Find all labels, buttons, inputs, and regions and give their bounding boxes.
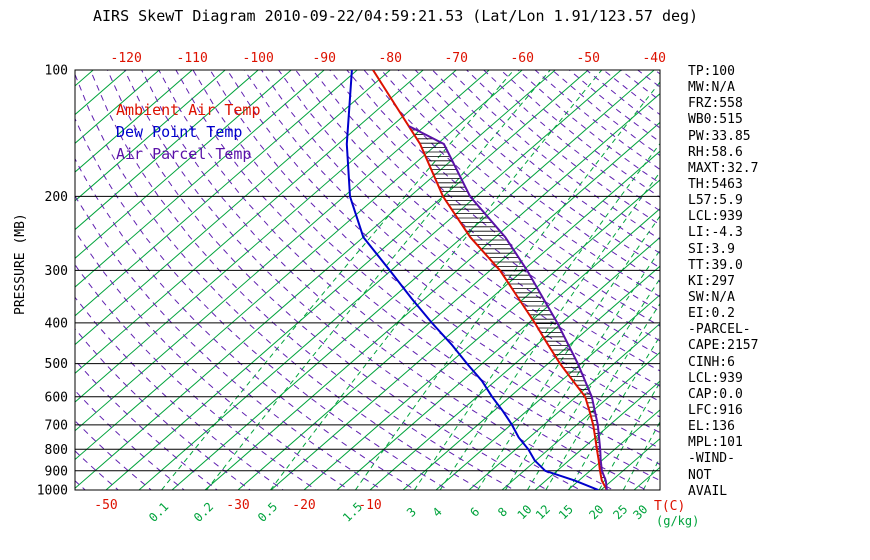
stat-line-wb0-515: WB0:515	[688, 112, 743, 128]
svg-text:700: 700	[45, 418, 68, 433]
dew-point-temp-curve	[345, 70, 599, 490]
svg-text:-70: -70	[444, 51, 467, 66]
air-parcel-temp-curve	[408, 125, 608, 490]
legend-item-dew-point-temp: Dew Point Temp	[116, 123, 243, 141]
stat-line-si-3-9: SI:3.9	[688, 241, 735, 257]
svg-text:4: 4	[430, 505, 445, 520]
svg-text:-40: -40	[642, 51, 665, 66]
svg-text:30: 30	[630, 502, 650, 522]
svg-text:500: 500	[45, 357, 68, 372]
stat-line-cinh-6: CINH:6	[688, 354, 735, 370]
svg-text:-30: -30	[226, 498, 249, 513]
svg-text:-60: -60	[510, 51, 533, 66]
legend-item-air-parcel-temp: Air Parcel Temp	[116, 145, 252, 163]
stat-line-lcl-939: LCL:939	[688, 370, 743, 386]
adiabat-lines	[75, 70, 660, 490]
stat-line-l57-5-9: L57:5.9	[688, 193, 743, 209]
stat-line-mpl-101: MPL:101	[688, 435, 743, 451]
svg-text:0.1: 0.1	[146, 500, 171, 525]
bottom-temp-labels: -50 -30 -20 -10	[94, 498, 381, 513]
stat-line-lfc-916: LFC:916	[688, 402, 743, 418]
stat-line-pw-33-85: PW:33.85	[688, 128, 751, 144]
stat-line-maxt-32-7: MAXT:32.7	[688, 160, 759, 176]
top-temp-labels: -120 -110 -100 -90 -80 -70 -60 -50 -40	[111, 51, 666, 66]
svg-text:6: 6	[467, 505, 482, 520]
temp-axis-unit-label: T(C)	[654, 499, 686, 514]
svg-text:-50: -50	[576, 51, 599, 66]
stat-line--parcel-: -PARCEL-	[688, 322, 751, 338]
stat-line-mw-n-a: MW:N/A	[688, 80, 735, 96]
svg-text:-80: -80	[378, 51, 401, 66]
legend: Ambient Air Temp Dew Point Temp Air Parcel…	[116, 99, 261, 165]
stat-line-ei-0-2: EI:0.2	[688, 306, 735, 322]
pressure-axis-label: PRESSURE (MB)	[13, 213, 28, 315]
stat-line-rh-58-6: RH:58.6	[688, 144, 743, 160]
svg-text:12: 12	[533, 502, 553, 522]
chart-title: AIRS SkewT Diagram 2010-09-22/04:59:21.5…	[93, 7, 699, 25]
pressure-tick-labels: 100 200 300 400 500 600 700 800 900 1000	[37, 64, 68, 499]
svg-text:8: 8	[495, 505, 510, 520]
svg-text:15: 15	[556, 502, 576, 522]
svg-text:-110: -110	[177, 51, 208, 66]
stat-line-el-136: EL:136	[688, 419, 735, 435]
stat-line-tt-39-0: TT:39.0	[688, 257, 743, 273]
svg-text:200: 200	[45, 190, 68, 205]
stat-line-th-5463: TH:5463	[688, 176, 743, 192]
svg-text:3: 3	[404, 505, 419, 520]
mixing-ratio-unit-label: (g/kg)	[656, 514, 700, 528]
svg-text:0.5: 0.5	[255, 500, 280, 525]
ambient-air-temp-curve	[372, 70, 608, 490]
stat-line-lcl-939: LCL:939	[688, 209, 743, 225]
stat-line-tp-100: TP:100	[688, 64, 735, 79]
legend-item-ambient-air-temp: Ambient Air Temp	[116, 101, 261, 119]
plot-frame	[74, 69, 661, 491]
svg-text:-100: -100	[243, 51, 274, 66]
svg-text:-50: -50	[94, 498, 117, 513]
svg-text:-10: -10	[358, 498, 381, 513]
svg-text:20: 20	[586, 502, 606, 522]
svg-text:400: 400	[45, 316, 68, 331]
stat-line-ki-297: KI:297	[688, 273, 735, 289]
svg-text:800: 800	[45, 443, 68, 458]
svg-text:0.2: 0.2	[191, 500, 216, 525]
stat-line-li-4-3: LI:-4.3	[688, 225, 743, 241]
svg-text:100: 100	[45, 64, 68, 79]
stat-line-avail: AVAIL	[688, 483, 728, 499]
svg-text:600: 600	[45, 390, 68, 405]
svg-text:-20: -20	[292, 498, 315, 513]
stat-line--wind-: -WIND-	[688, 451, 735, 467]
svg-text:900: 900	[45, 464, 68, 479]
stat-line-frz-558: FRZ:558	[688, 96, 743, 112]
stat-line-cape-2157: CAPE:2157	[688, 338, 759, 354]
svg-text:25: 25	[610, 502, 630, 522]
svg-text:1000: 1000	[37, 484, 68, 499]
stat-line-not: NOT	[688, 467, 712, 483]
svg-text:300: 300	[45, 264, 68, 279]
svg-text:-90: -90	[312, 51, 335, 66]
svg-text:10: 10	[515, 502, 535, 522]
stat-line-cap-0-0: CAP:0.0	[688, 386, 743, 402]
stats-panel: TP:100 MW:N/A FRZ:558 WB0:515 PW:33.85 RH:58.…	[688, 64, 758, 500]
stat-line-sw-n-a: SW:N/A	[688, 289, 735, 305]
svg-text:-120: -120	[111, 51, 142, 66]
